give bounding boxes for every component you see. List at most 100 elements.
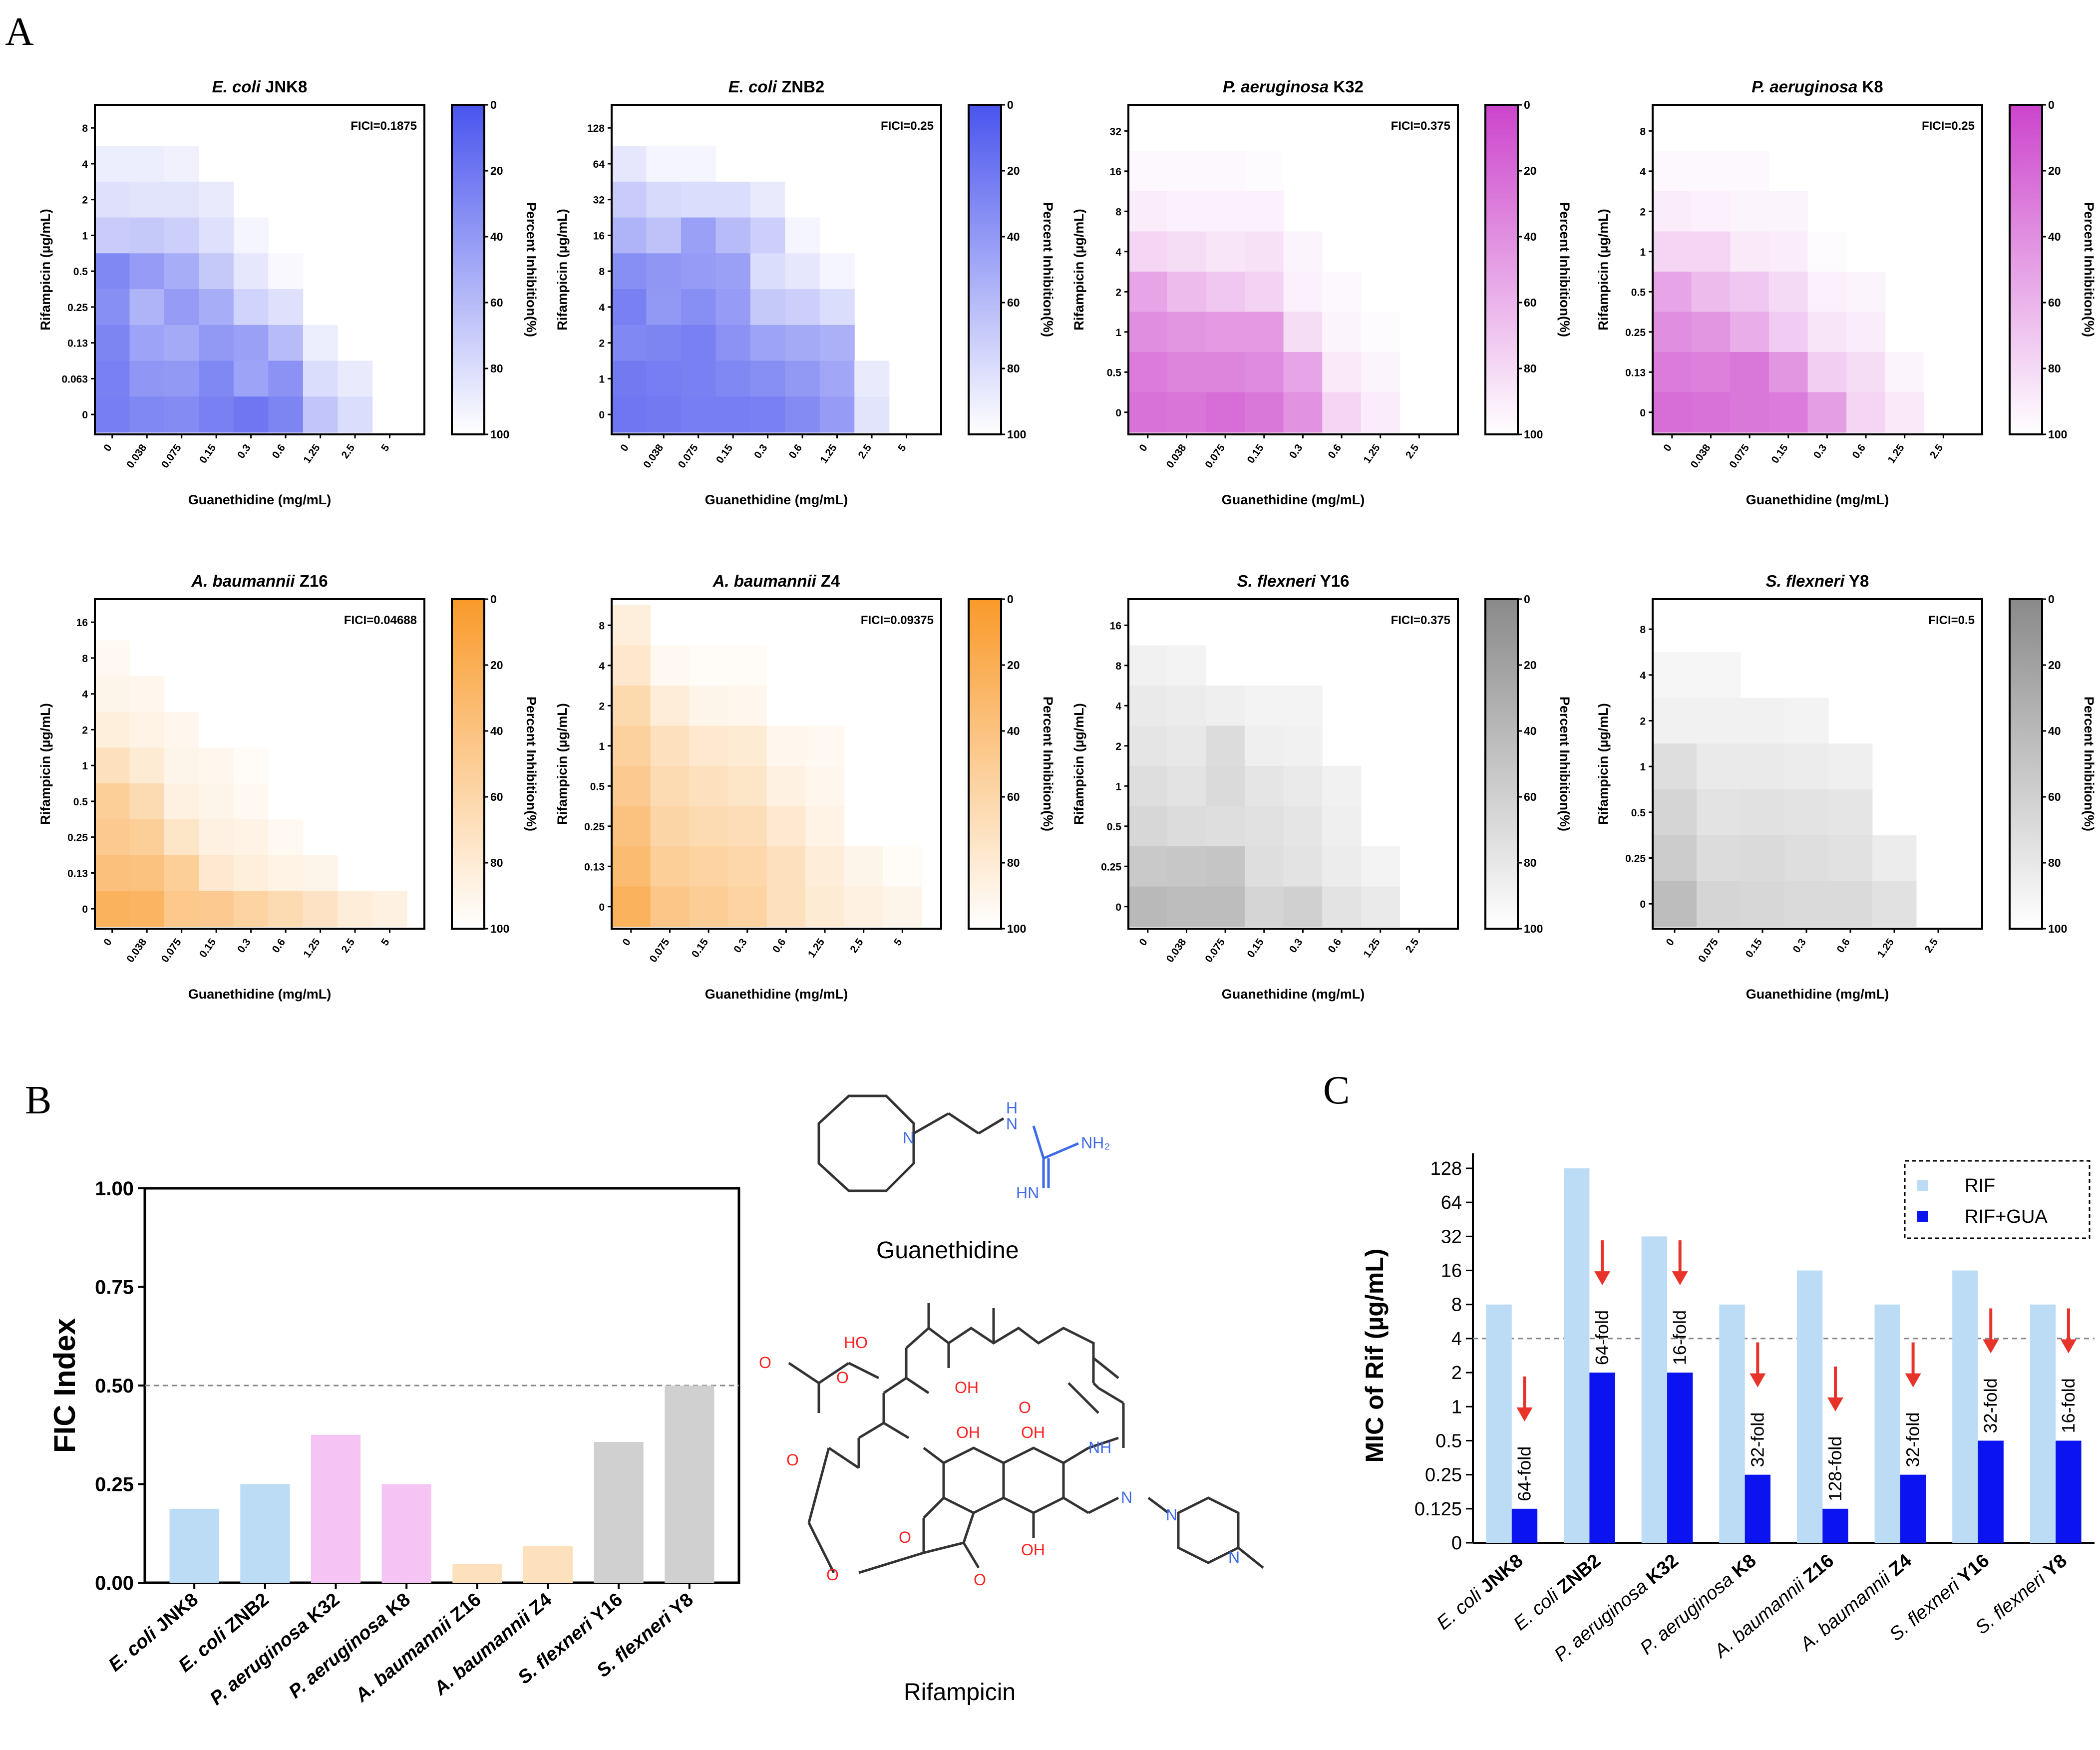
heatmap-cell [1741, 789, 1785, 836]
heatmap-cell [612, 325, 647, 361]
heatmap-cell [1244, 191, 1284, 232]
heatmap-cell [727, 725, 767, 766]
colorbar-label: Percent Inhibition(%) [1041, 697, 1055, 831]
x-tick-label: 0 [620, 937, 633, 948]
heatmap-cell [129, 819, 165, 856]
heatmap-cell [1206, 766, 1245, 807]
heatmap-cell [1128, 886, 1168, 927]
heatmap-cell [129, 891, 165, 927]
x-tick-label: 0.075 [648, 936, 672, 965]
x-tick-label: 0 [618, 442, 631, 454]
heatmap-cell [1322, 806, 1362, 847]
colorbar-tick-label: 0 [490, 98, 497, 111]
heatmap-cell [1730, 352, 1769, 393]
colorbar-tick-label: 80 [1007, 856, 1020, 869]
x-tick-label: 0.3 [1811, 442, 1829, 461]
heatmap-cell [1784, 881, 1829, 927]
y-tick-label: 8 [82, 653, 88, 665]
heatmap-cell [1807, 231, 1847, 272]
heatmap-cell [612, 181, 647, 218]
heatmap-cell [164, 891, 199, 927]
heatmap-cell [612, 360, 647, 397]
heatmap-cell [1768, 352, 1808, 393]
rif-bar [1564, 1168, 1590, 1543]
x-tick-label: 0.038 [1164, 442, 1189, 470]
colorbar [968, 104, 1002, 435]
y-tick-label: 8 [1640, 624, 1646, 636]
heatmap-cell [1768, 191, 1808, 232]
heatmap-cell [233, 289, 269, 326]
x-tick-label: 0 [1661, 442, 1674, 454]
heatmap-cell [1697, 835, 1741, 881]
heatmap-cell [1691, 191, 1731, 232]
heatmap-cell [303, 855, 338, 891]
heatmap-cell [129, 396, 165, 433]
heatmap-cell [727, 806, 767, 847]
heatmap-title: E. coli ZNB2 [728, 77, 825, 96]
heatmap-cell [1807, 352, 1847, 393]
heatmap-cell [303, 891, 338, 927]
heatmap-cell [95, 217, 130, 254]
colorbar-label: Percent Inhibition(%) [1041, 202, 1055, 337]
heatmap-cell [1128, 725, 1168, 766]
heatmap-cell [650, 846, 690, 887]
x-tick-label: 0 [1137, 937, 1150, 948]
heatmap-cell [1283, 312, 1323, 352]
heatmap-cell [164, 711, 199, 748]
heatmap-cell [715, 181, 751, 218]
heatmap-cell [612, 645, 651, 686]
heatmap-cell [95, 783, 130, 820]
y-tick-label: 0.13 [584, 861, 605, 873]
y-axis-label: Rifampicin (µg/mL) [1071, 209, 1086, 331]
heatmap-cell [164, 396, 199, 433]
fic-bar [311, 1434, 361, 1583]
heatmap-cell [1128, 645, 1168, 686]
heatmap-cell [1653, 789, 1697, 836]
y-tick-label: 0.13 [67, 868, 88, 879]
heatmap-cell [1885, 392, 1925, 433]
guanethidine-atom-n1: N [903, 1129, 914, 1147]
y-tick-label: 4 [1115, 700, 1121, 712]
heatmap-cell [1206, 151, 1245, 192]
rifampicin-atom-nh: NH [1088, 1438, 1111, 1456]
x-tick-label: 1.25 [1875, 936, 1896, 960]
colorbar-label: Percent Inhibition(%) [524, 697, 539, 831]
x-tick-label: 2.5 [856, 442, 874, 460]
fici-label: FICI=0.25 [881, 119, 934, 133]
heatmap-cell [1206, 886, 1245, 927]
colorbar-label: Percent Inhibition(%) [1557, 202, 1572, 337]
y-tick-label: 1 [82, 760, 88, 772]
heatmap-frame [611, 104, 942, 435]
heatmap-cell [1322, 312, 1362, 352]
y-tick-label: 2 [1115, 287, 1121, 298]
colorbar-tick-label: 60 [1007, 790, 1020, 803]
heatmap-cell [129, 217, 165, 254]
colorbar-tick-label: 100 [2048, 428, 2067, 441]
x-tick-label: 0.075 [1696, 936, 1721, 965]
y-tick-label: 0.25 [1425, 1465, 1462, 1486]
y-tick-label: 2 [599, 700, 605, 712]
heatmap-cell [785, 325, 820, 361]
heatmap-cell [1167, 846, 1206, 887]
x-tick-label: 0.038 [124, 442, 149, 470]
heatmap-cell [199, 253, 234, 290]
y-tick-label: 0 [82, 409, 88, 421]
heatmap-cell [646, 289, 682, 326]
heatmap-cell [681, 289, 716, 326]
colorbar-tick-label: 100 [490, 428, 509, 441]
x-tick-label: 1.25 [301, 442, 322, 465]
rif-gua-bar [1900, 1474, 1926, 1543]
heatmap-cell [1361, 352, 1400, 393]
heatmap-cell [1206, 725, 1245, 766]
heatmap-cell [1167, 151, 1206, 192]
heatmap-cell [129, 325, 165, 361]
y-tick-label: 16 [1110, 166, 1121, 178]
x-tick-label: 5 [896, 442, 909, 453]
heatmap-cell [844, 886, 884, 927]
y-tick-label: 1 [82, 230, 88, 242]
heatmap-cell [268, 360, 304, 397]
heatmap-cell [612, 686, 651, 726]
rif-bar [1486, 1304, 1512, 1543]
